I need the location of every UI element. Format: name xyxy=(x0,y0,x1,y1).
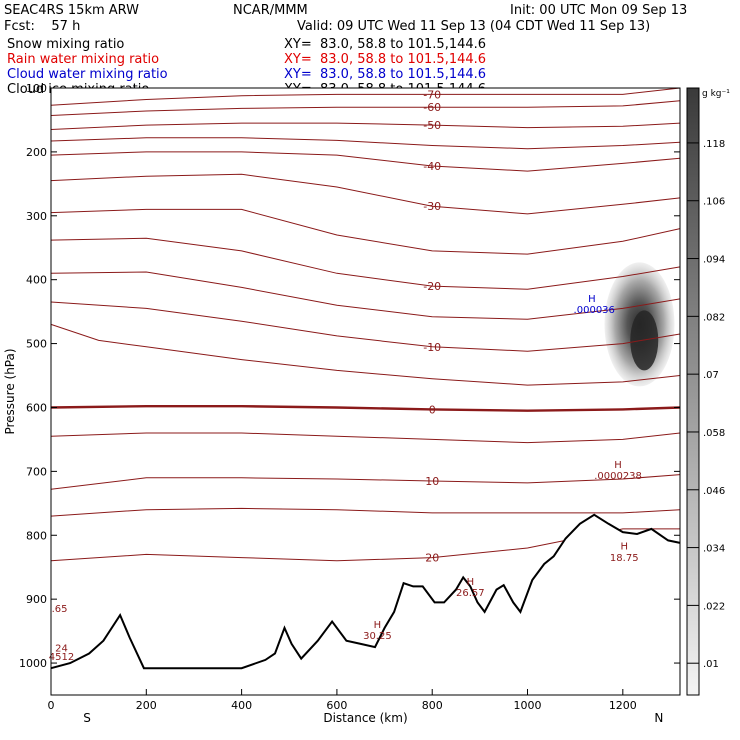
isotherm-label: -60 xyxy=(423,101,441,114)
field-xy-cloud-water: XY= 83.0, 58.8 to 101.5,144.6 xyxy=(284,67,487,82)
colorbar-unit: g kg⁻¹ xyxy=(702,89,730,99)
colorbar-tick-label: .046 xyxy=(703,486,725,497)
maximum-label: 26.57 xyxy=(456,588,485,599)
y-tick-label: 100 xyxy=(26,82,47,95)
isotherm-label: 0 xyxy=(429,403,436,416)
isotherm-line xyxy=(50,151,681,172)
cloud-water-label: .000036 xyxy=(574,305,615,316)
maximum-label: .0000238 xyxy=(594,471,642,482)
x-end-label-right: N xyxy=(654,711,663,725)
y-tick-label: 900 xyxy=(26,593,47,606)
isotherm-line xyxy=(50,301,681,352)
colorbar-tick-label: .118 xyxy=(703,139,725,150)
colorbar-tick-label: .094 xyxy=(703,255,725,266)
y-tick-label: 300 xyxy=(26,210,47,223)
colorbar-tick-label: .034 xyxy=(703,544,725,555)
colorbar-tick-label: .022 xyxy=(703,601,725,612)
center-name: NCAR/MMM xyxy=(233,3,308,18)
field-xy-snow: XY= 83.0, 58.8 to 101.5,144.6 xyxy=(284,37,487,52)
x-tick-label: 800 xyxy=(422,699,443,712)
colorbar: .01 .022 .034 .046 .058 .07 .082 .094 .106 .118 g … xyxy=(686,87,730,696)
x-tick-label: 200 xyxy=(136,699,157,712)
isotherm-label: -50 xyxy=(423,119,441,132)
maximum-label: 18.75 xyxy=(610,553,639,564)
isotherm-line xyxy=(50,122,681,130)
model-title: SEAC4RS 15km ARW xyxy=(4,3,140,18)
cloud-water-label: H xyxy=(588,294,596,305)
x-tick-label: 600 xyxy=(326,699,347,712)
colorbar-tick-label: .058 xyxy=(703,428,725,439)
y-tick-label: 500 xyxy=(26,338,47,351)
isotherm-line xyxy=(50,208,681,255)
isotherm-label: -20 xyxy=(423,280,441,293)
maximum-label: H xyxy=(620,541,628,552)
x-tick-label: 1200 xyxy=(609,699,637,712)
y-tick-label: 800 xyxy=(26,529,47,542)
isotherm-line xyxy=(50,405,681,412)
maximum-label: .65 xyxy=(52,604,68,615)
isotherm-line xyxy=(50,323,681,386)
maximum-label: 30.25 xyxy=(363,631,392,642)
colorbar-bar xyxy=(686,87,700,696)
x-tick-label: 1000 xyxy=(514,699,542,712)
y-tick-label: 700 xyxy=(26,465,47,478)
field-label-cloud-water: Cloud water mixing ratio xyxy=(7,67,168,82)
isotherm-contours xyxy=(50,87,681,562)
terrain-line xyxy=(50,513,681,670)
y-tick-label: 1000 xyxy=(19,657,47,670)
colorbar-tick-label: .106 xyxy=(703,197,725,208)
isotherm-line xyxy=(50,173,681,215)
y-tick-label: 200 xyxy=(26,146,47,159)
maximum-label: H xyxy=(467,577,475,588)
valid-time: Valid: 09 UTC Wed 11 Sep 13 (04 CDT Wed … xyxy=(297,19,651,34)
isotherm-line xyxy=(50,237,681,290)
x-axis-label: Distance (km) xyxy=(323,711,407,725)
isotherm-label: -30 xyxy=(423,200,441,213)
isotherm-label: -40 xyxy=(423,160,441,173)
maximum-label: H xyxy=(374,620,382,631)
x-tick-label: 400 xyxy=(231,699,252,712)
colorbar-tick-label: .082 xyxy=(703,312,725,323)
isotherm-label: -10 xyxy=(423,341,441,354)
isotherm-line xyxy=(50,474,681,490)
isotherm-line xyxy=(50,100,681,116)
field-label-snow: Snow mixing ratio xyxy=(7,37,125,52)
isotherm-line xyxy=(50,271,681,320)
x-end-label-left: S xyxy=(83,711,91,725)
field-xy-rain: XY= 83.0, 58.8 to 101.5,144.6 xyxy=(284,52,487,67)
plot-frame xyxy=(50,87,681,696)
maximum-label: 24 xyxy=(55,644,68,655)
forecast-hour: Fcst: 57 h xyxy=(4,19,81,34)
y-tick-label: 400 xyxy=(26,274,47,287)
contour-labels: -70-60-50-40-30-20-1001020H.0000238H18.7… xyxy=(49,88,642,662)
isotherm-line xyxy=(50,87,681,106)
isotherm-line xyxy=(50,137,681,150)
colorbar-tick-label: .01 xyxy=(703,659,719,670)
terrain-fill xyxy=(51,514,680,695)
isotherm-line xyxy=(50,432,681,444)
x-tick-label: 0 xyxy=(48,699,55,712)
isotherm-label: 20 xyxy=(425,552,439,565)
init-time: Init: 00 UTC Mon 09 Sep 13 xyxy=(510,3,688,18)
isotherm-label: 10 xyxy=(425,475,439,488)
colorbar-tick-label: .07 xyxy=(703,370,719,381)
isotherm-label: -70 xyxy=(423,88,441,101)
maximum-label: H xyxy=(614,460,622,471)
terrain xyxy=(50,513,681,695)
isotherm-line xyxy=(50,507,681,517)
field-label-rain: Rain water mixing ratio xyxy=(7,52,160,67)
y-tick-label: 600 xyxy=(26,401,47,414)
y-axis-label: Pressure (hPa) xyxy=(3,348,17,434)
maximum-label: 4512 xyxy=(49,652,74,663)
